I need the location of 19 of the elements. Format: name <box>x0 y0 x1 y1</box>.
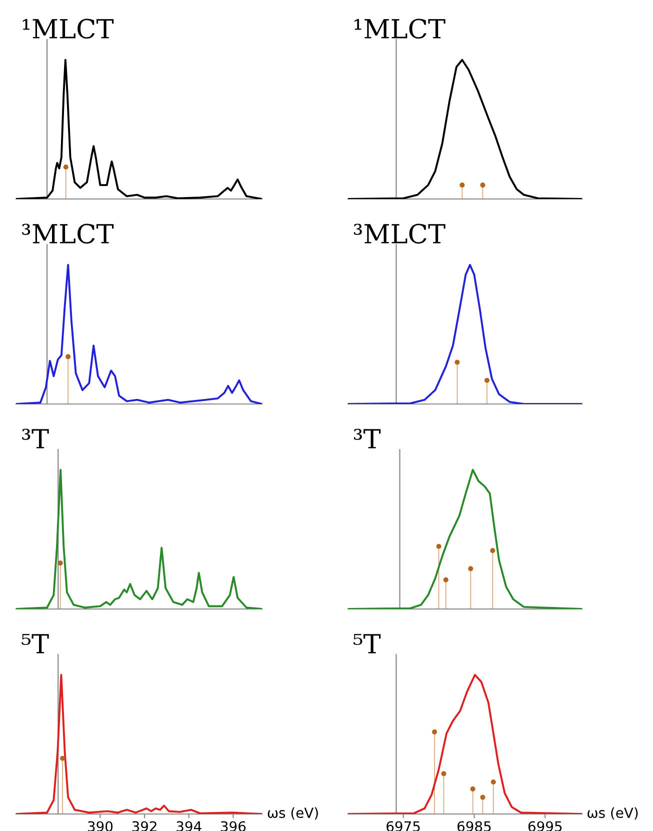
point <box>490 548 496 554</box>
chart-title: ³T <box>354 428 381 448</box>
chart-title: ⁵T <box>22 634 49 654</box>
point <box>436 544 442 549</box>
point <box>490 779 496 785</box>
chart-title: ¹MLCT <box>22 18 114 39</box>
chart-title: ³MLCT <box>22 224 114 244</box>
point <box>480 794 486 800</box>
chart-title: ³T <box>22 428 49 448</box>
point <box>432 729 438 734</box>
point <box>468 566 474 572</box>
chart-title: ¹MLCT <box>354 18 446 39</box>
x-axis-title: ωs (eV) <box>268 807 318 820</box>
point <box>441 771 446 776</box>
x-axis-title: ωs (eV) <box>588 807 638 820</box>
point <box>470 786 476 792</box>
point <box>443 577 448 582</box>
chart-title: ³MLCT <box>354 224 446 244</box>
chart-title: ⁵T <box>354 634 381 654</box>
